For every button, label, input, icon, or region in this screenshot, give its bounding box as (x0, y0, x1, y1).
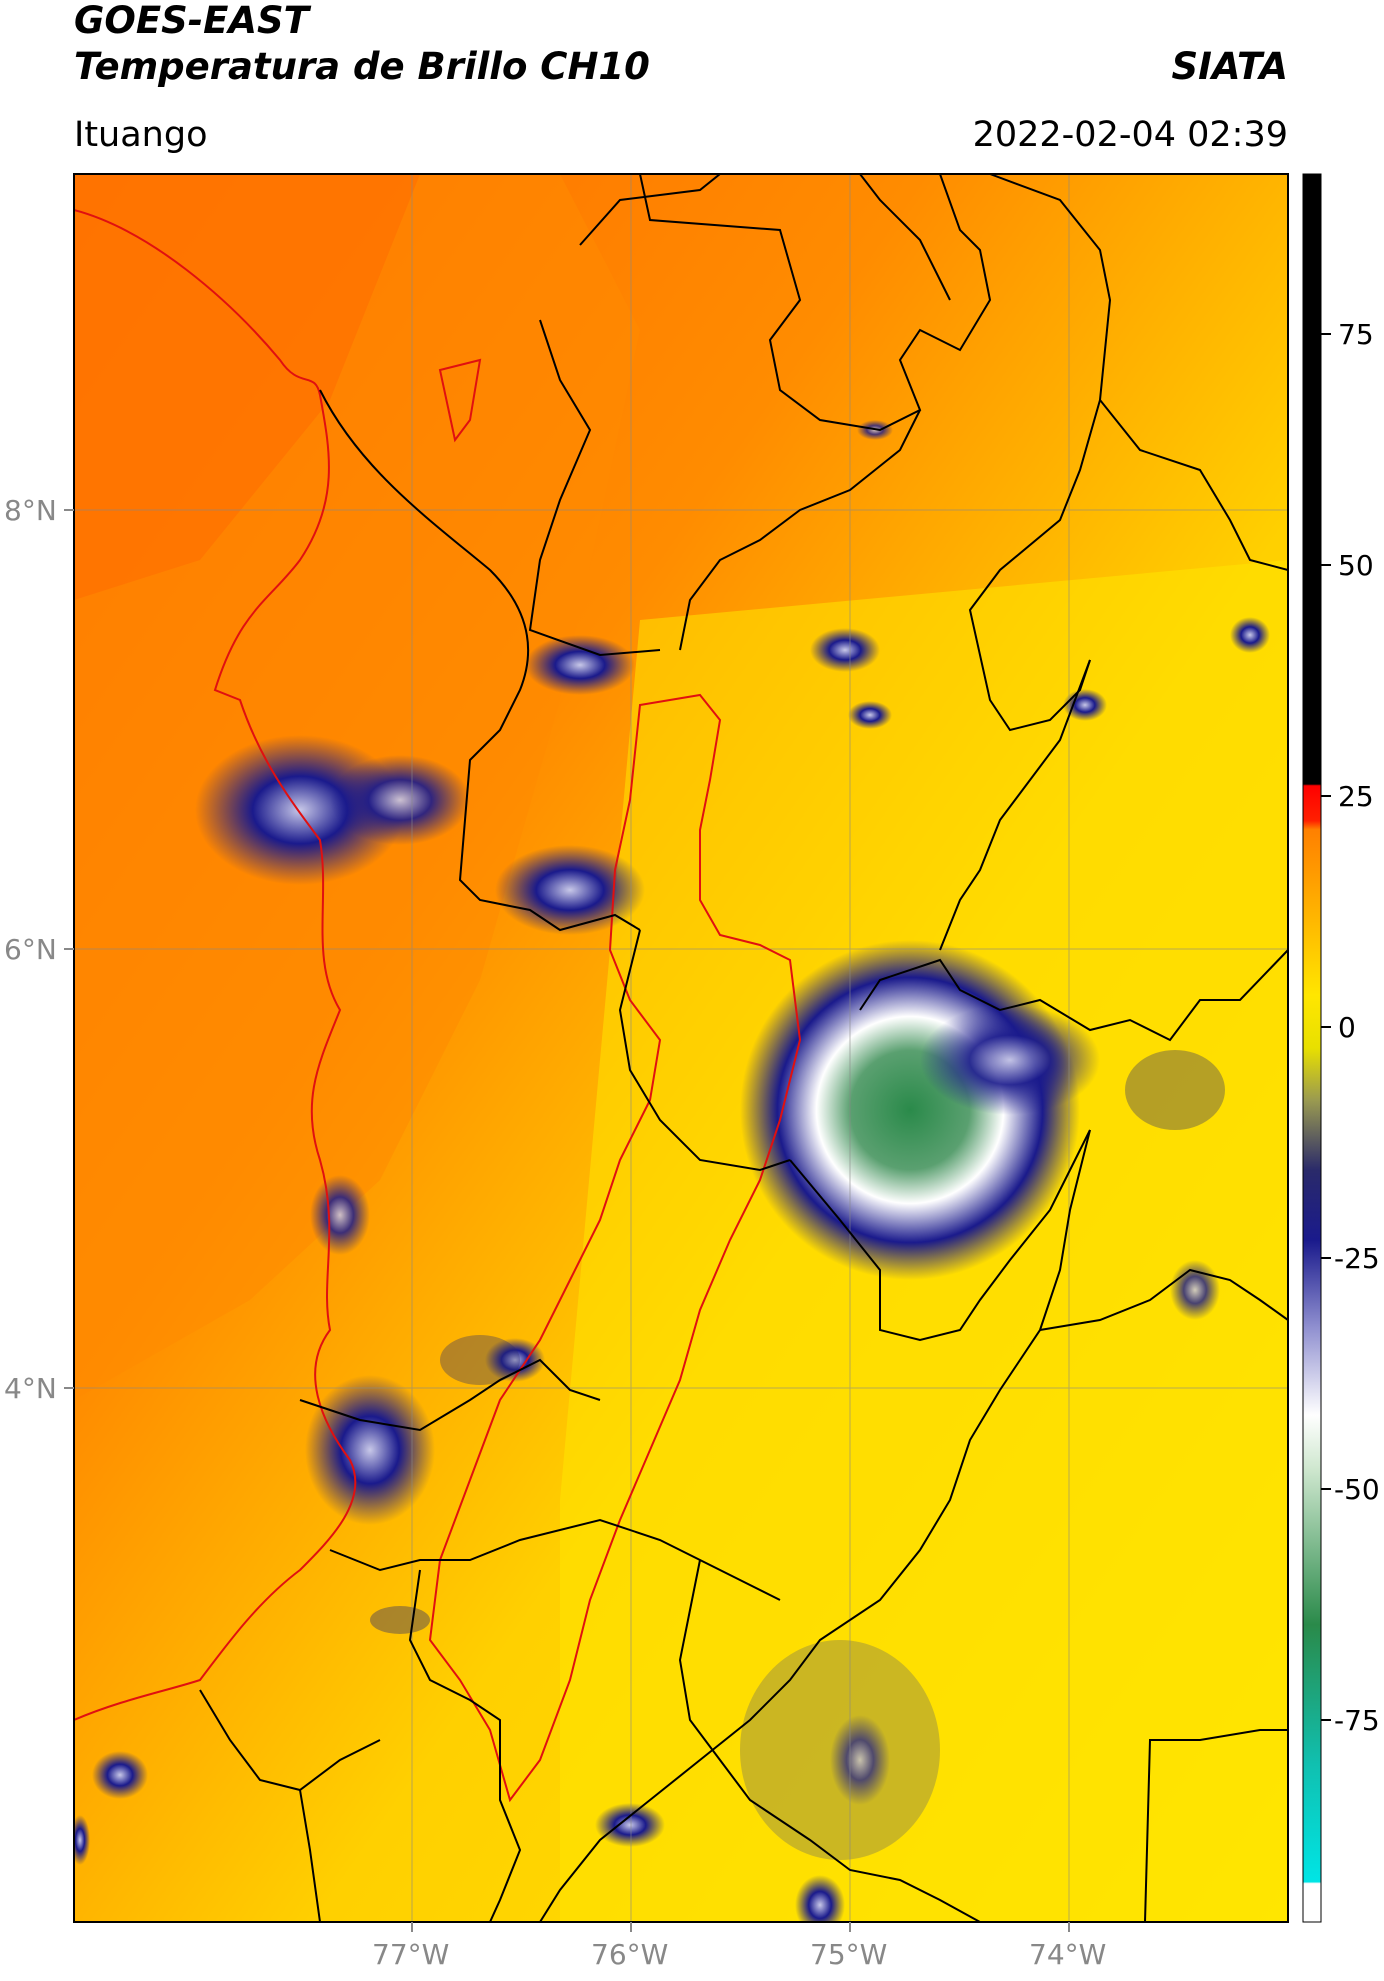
colorbar-tick-label: 0 (1338, 1011, 1356, 1044)
brand-label: SIATA (1171, 45, 1288, 88)
cloud-cell (1125, 1050, 1225, 1130)
cloud-cell (495, 845, 645, 935)
coastline (438, 358, 482, 443)
colorbar (1302, 173, 1322, 1923)
cloud-cell (525, 635, 635, 695)
title-line-2: Temperatura de Brillo CH10 (74, 45, 650, 88)
lat-label-6n: 6°N (4, 933, 57, 966)
colorbar-tick-label: -25 (1334, 1242, 1380, 1275)
cloud-cell (92, 1751, 148, 1799)
cloud-cell (810, 628, 880, 672)
cloud-cell (370, 1606, 430, 1634)
cloud-cell (795, 1875, 845, 1922)
cloud-cell (330, 755, 470, 845)
cloud-cell (920, 1005, 1100, 1115)
cloud-cell (74, 1815, 90, 1865)
cloud-cell (485, 1338, 545, 1382)
cloud-cell (830, 1715, 890, 1805)
colorbar-tick-label: 50 (1338, 549, 1374, 582)
lon-label-75w: 75°W (810, 1938, 888, 1971)
admin-borders (199, 174, 1288, 1922)
map-frame (73, 173, 1289, 1923)
warmest-region (74, 174, 420, 600)
lat-label-8n: 8°N (4, 494, 57, 527)
colorbar-tick-label: 25 (1338, 780, 1374, 813)
colorbar-tick-label: 75 (1338, 318, 1374, 351)
lon-label-76w: 76°W (591, 1938, 669, 1971)
lat-label-4n: 4°N (4, 1372, 57, 1405)
coastline (74, 209, 357, 1721)
cloud-cell (310, 1175, 370, 1255)
cloud-cell (595, 1803, 665, 1847)
cloud-cell (305, 1375, 435, 1525)
cloud-cell (1230, 617, 1270, 653)
colorbar-ticks (1321, 333, 1331, 1721)
colorbar-tick-label: -50 (1334, 1473, 1380, 1506)
lon-label-77w: 77°W (372, 1938, 450, 1971)
basin-outline (428, 693, 802, 1803)
colorbar-tick-label: -75 (1334, 1704, 1380, 1737)
cloud-cell (1170, 1260, 1220, 1320)
axis-ticks (64, 509, 1070, 1932)
map-area (74, 174, 1288, 1922)
cloud-cell (440, 1335, 520, 1385)
cloud-cell (848, 701, 892, 729)
lon-label-74w: 74°W (1029, 1938, 1107, 1971)
timestamp-label: 2022-02-04 02:39 (972, 115, 1288, 155)
region-label: Ituango (74, 115, 208, 155)
title-line-1: GOES-EAST (74, 0, 309, 42)
